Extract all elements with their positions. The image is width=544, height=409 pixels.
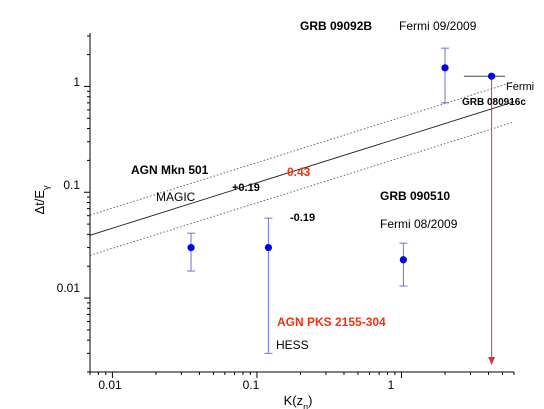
- label-grb-09092b: GRB 09092B: [300, 19, 372, 33]
- label-fermi-080916c: Fermi: [506, 81, 534, 93]
- label-agn-pks2155: AGN PKS 2155-304: [277, 315, 386, 329]
- band-lower-line: [90, 121, 514, 256]
- fit-line: [90, 101, 514, 236]
- plot-layer: [90, 47, 514, 365]
- fit-group: [90, 81, 514, 256]
- data-point: [488, 72, 496, 80]
- upper-limit-arrow-head: [488, 357, 496, 365]
- label-band-upper: +0.19: [232, 182, 260, 194]
- y-tick-label-0.01: 0.01: [57, 281, 81, 295]
- label-hess: HESS: [276, 338, 309, 352]
- data-point: [187, 243, 195, 252]
- label-band-lower: -0.19: [290, 212, 315, 224]
- tick-layer: [84, 35, 515, 378]
- y-tick-label-1: 1: [73, 75, 80, 89]
- label-slope: 0.43: [287, 165, 311, 179]
- label-fermi-09-2009: Fermi 09/2009: [399, 19, 477, 33]
- data-point: [441, 64, 449, 72]
- band-upper-line: [90, 81, 514, 216]
- label-magic: MAGIC: [156, 190, 196, 204]
- y-axis-label: Δt/Eγ: [32, 185, 51, 215]
- x-tick-label-1: 1: [388, 378, 395, 392]
- x-tick-label-0.01: 0.01: [98, 378, 122, 392]
- x-axis-label: K(zn): [284, 393, 313, 409]
- y-tick-label-0.1: 0.1: [63, 178, 80, 192]
- label-grb-080916c: GRB 080916c: [462, 97, 526, 108]
- label-agn-mkn501: AGN Mkn 501: [131, 163, 209, 177]
- x-tick-label-0.1: 0.1: [243, 378, 260, 392]
- data-point: [264, 243, 272, 252]
- data-point: [399, 256, 407, 264]
- label-grb-090510: GRB 090510: [380, 189, 450, 203]
- label-fermi-08-2009: Fermi 08/2009: [380, 217, 458, 231]
